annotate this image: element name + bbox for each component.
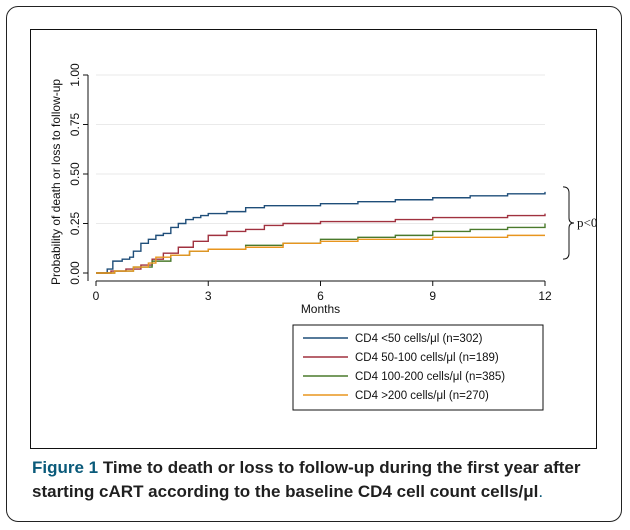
x-tick-label: 0	[93, 289, 100, 303]
series-line-1	[96, 213, 546, 274]
series-line-2	[96, 223, 546, 274]
p-value-bracket	[562, 186, 575, 260]
legend-label-1: CD4 50-100 cells/μl (n=189)	[355, 352, 499, 364]
figure-frame	[6, 6, 622, 522]
p-value-annotation: p<0.001	[577, 215, 596, 230]
figure-caption: Figure 1 Time to death or loss to follow…	[32, 456, 602, 504]
caption-period: .	[538, 482, 544, 501]
caption-label: Figure 1	[32, 458, 99, 477]
series-line-3	[96, 234, 545, 274]
y-tick-label: 0.50	[68, 162, 82, 186]
legend-box	[292, 324, 544, 411]
y-tick-label: 0.75	[68, 112, 82, 136]
chart-panel: 0.00 0.25 0.50 0.75 1.00 0 3 6 9 12 Months Probabil…	[30, 29, 597, 449]
x-tick-label: 12	[538, 289, 552, 303]
caption-text: Time to death or loss to follow-up durin…	[32, 458, 581, 501]
legend-label-2: CD4 100-200 cells/μl (n=385)	[355, 371, 505, 383]
y-axis-label: Probability of death or loss to follow-u…	[49, 79, 63, 285]
series-line-0	[96, 191, 546, 274]
x-tick-label: 6	[317, 289, 324, 303]
x-tick-label: 3	[205, 289, 212, 303]
x-tick-label: 9	[429, 289, 436, 303]
x-axis-label: Months	[301, 302, 340, 316]
y-tick-label: 0.25	[68, 211, 82, 235]
km-chart: 0.00 0.25 0.50 0.75 1.00 0 3 6 9 12 Months Probabil…	[49, 63, 596, 411]
y-tick-label: 0.00	[68, 261, 82, 285]
legend-label-3: CD4 >200 cells/μl (n=270)	[355, 390, 489, 402]
y-tick-label: 1.00	[68, 63, 82, 87]
legend-label-0: CD4 <50 cells/μl (n=302)	[355, 333, 483, 345]
